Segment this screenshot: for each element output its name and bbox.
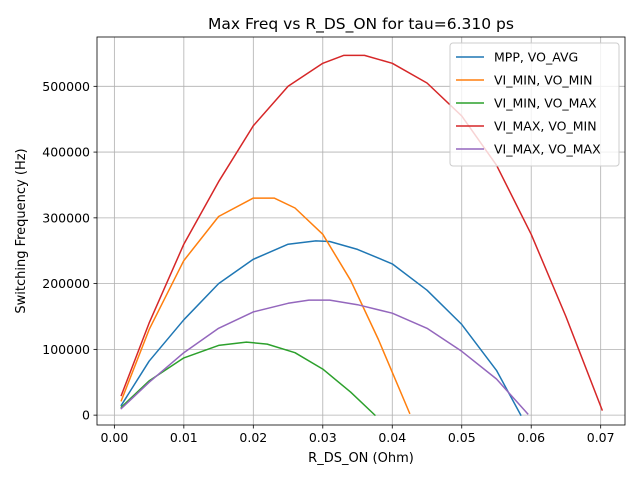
y-tick-label: 100000	[42, 342, 90, 357]
series-line-3	[120, 341, 376, 417]
series-line-5	[120, 299, 529, 415]
series-line-2	[120, 197, 411, 415]
y-tick-label: 200000	[42, 276, 90, 291]
series-line-4	[120, 54, 604, 411]
legend-entry-label: VI_MAX, VO_MIN	[494, 119, 597, 134]
x-tick-label: 0.00	[100, 430, 128, 445]
legend-box	[449, 42, 620, 167]
x-tick-label: 0.03	[309, 430, 337, 445]
series-line-1	[120, 240, 522, 417]
plot-frame	[96, 36, 626, 426]
y-tick-label: 400000	[42, 145, 90, 160]
axis-ticks: 0.00 0.01 0.02 0.03 0.04 0.05 0.06 0.07 0 100000 2…	[42, 79, 614, 445]
x-tick-label: 0.07	[587, 430, 615, 445]
legend-entry-label: MPP, VO_AVG	[494, 50, 578, 65]
legend: MPP, VO_AVG VI_MIN, VO_MIN VI_MIN, VO_MAX V…	[449, 42, 620, 167]
y-axis-label: Switching Frequency (Hz)	[14, 148, 29, 313]
legend-entry-label: VI_MIN, VO_MAX	[494, 96, 597, 111]
x-tick-label: 0.04	[378, 430, 406, 445]
y-tick-label: 500000	[42, 79, 90, 94]
y-tick-label: 0	[82, 408, 90, 423]
x-axis-label: R_DS_ON (Ohm)	[308, 451, 414, 466]
chart-title: Max Freq vs R_DS_ON for tau=6.310 ps	[208, 15, 514, 34]
x-tick-label: 0.02	[239, 430, 267, 445]
series-lines	[120, 54, 604, 417]
x-tick-label: 0.01	[170, 430, 198, 445]
legend-entry-label: VI_MAX, VO_MAX	[494, 142, 601, 157]
x-tick-label: 0.05	[448, 430, 476, 445]
legend-entry-label: VI_MIN, VO_MIN	[494, 73, 593, 88]
x-tick-label: 0.06	[517, 430, 545, 445]
y-tick-label: 300000	[42, 210, 90, 225]
